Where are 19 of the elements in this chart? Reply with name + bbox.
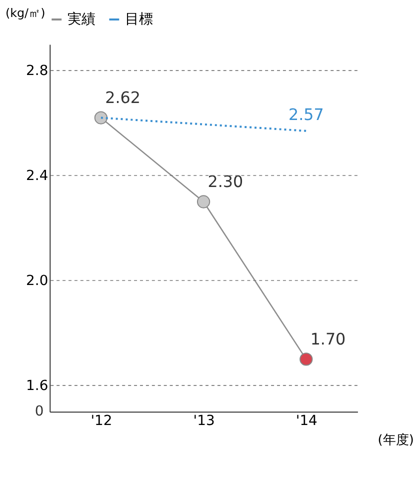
data-label: 2.57 (288, 104, 324, 124)
data-label: 1.70 (310, 329, 346, 348)
legend-label: 目標 (125, 11, 154, 28)
point (300, 352, 313, 366)
data-label: 2.62 (105, 88, 140, 107)
text: 0 (34, 404, 44, 420)
x-axis-title: (年度) (378, 432, 414, 448)
y-tick-label: 2.4 (26, 168, 48, 184)
y-axis-title: (kg/㎡) (5, 6, 46, 20)
data-label: 2.30 (208, 172, 244, 191)
y-tick-label: 2.0 (26, 272, 48, 289)
point (94, 111, 108, 124)
x-tick-label: '14 (296, 413, 318, 430)
legend-label: 実績 (68, 11, 96, 28)
y-tick-label: 1.6 (26, 378, 48, 394)
x-tick-label: '13 (193, 413, 215, 430)
x-tick-label: '12 (90, 413, 112, 430)
point (196, 195, 210, 208)
y-tick-label: 2.8 (26, 63, 48, 80)
